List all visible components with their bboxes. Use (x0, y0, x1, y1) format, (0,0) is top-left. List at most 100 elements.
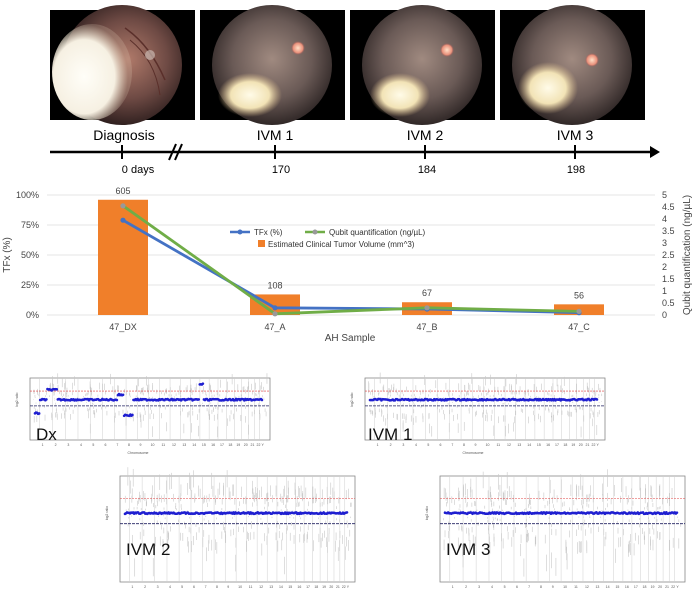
cnv-noise-point (581, 499, 583, 506)
cnv-noise-point (444, 510, 445, 512)
cnv-noise-point (204, 495, 205, 503)
cnv-x-axis-label: Chromosome (462, 451, 483, 455)
cnv-noise-point (492, 516, 494, 519)
cnv-noise-point (561, 410, 563, 415)
cnv-noise-point (422, 415, 424, 423)
chrom-tick-label: 14 (279, 585, 283, 589)
y-tick-label: 25% (21, 280, 39, 290)
cnv-noise-point (645, 488, 647, 499)
cnv-noise-point (458, 508, 460, 511)
cnv-noise-point (277, 521, 278, 525)
cnv-noise-point (148, 384, 150, 391)
chrom-tick-label: 9 (227, 585, 229, 589)
cnv-noise-point (298, 486, 300, 497)
cnv-noise-point (503, 492, 505, 501)
cnv-noise-point (253, 492, 255, 501)
cnv-noise-point (435, 380, 437, 389)
cnv-noise-point (66, 390, 68, 395)
cnv-noise-point (648, 519, 650, 523)
cnv-noise-point (514, 416, 516, 424)
cnv-noise-point (529, 493, 530, 502)
cnv-noise-point (129, 392, 130, 396)
cnv-noise-point (166, 498, 167, 505)
cnv-noise-point (198, 425, 199, 437)
cnv-noise-point (93, 410, 95, 415)
cnv-noise-point (215, 406, 217, 409)
fundus-photo-ivm1 (200, 5, 345, 125)
cnv-noise-point (330, 482, 332, 495)
chrom-tick-label: 12 (507, 443, 511, 447)
cnv-noise-point (191, 391, 193, 396)
cnv-noise-point (508, 423, 509, 434)
cnv-noise-point (128, 516, 130, 519)
cnv-noise-point (277, 540, 279, 552)
cnv-noise-point (445, 382, 447, 390)
cnv-noise-point (143, 392, 144, 396)
cnv-noise-point (281, 539, 283, 551)
cnv-noise-point (320, 537, 322, 548)
cnv-noise-point (66, 395, 67, 398)
cnv-noise-point (470, 401, 472, 403)
cnv-noise-point (161, 524, 162, 530)
cnv-noise-point (478, 403, 480, 405)
chrom-tick-label: 21 (665, 585, 669, 589)
cnv-noise-point (293, 517, 295, 519)
cnv-noise-point (185, 387, 187, 393)
cnv-noise-point (65, 392, 67, 396)
cnv-noise-point (595, 390, 597, 395)
cnv-noise-point (34, 408, 36, 412)
cnv-noise-point (549, 479, 551, 494)
cnv-noise-point (493, 394, 494, 397)
cnv-noise-point (452, 401, 453, 403)
cnv-noise-point (439, 408, 440, 413)
cnv-noise-point (332, 487, 334, 498)
cnv-noise-point (99, 382, 101, 390)
cnv-noise-point (379, 372, 381, 384)
cnv-noise-point (593, 390, 595, 395)
cnv-segment-point (675, 511, 679, 514)
cnv-segment-point (197, 398, 201, 401)
cnv-noise-point (114, 415, 115, 423)
cnv-noise-point (557, 410, 558, 416)
cnv-noise-point (448, 391, 449, 395)
cnv-noise-point (190, 384, 192, 391)
cnv-noise-point (324, 530, 325, 538)
cnv-noise-point (403, 393, 404, 397)
cnv-noise-point (553, 504, 554, 508)
cnv-noise-point (538, 490, 540, 500)
cnv-noise-point (250, 404, 252, 407)
cnv-noise-point (616, 520, 618, 525)
cnv-noise-point (299, 488, 300, 499)
cnv-noise-point (143, 400, 144, 402)
cnv-noise-point (525, 523, 526, 528)
y-tick-label: 50% (21, 250, 39, 260)
cnv-noise-point (149, 413, 151, 420)
cnv-noise-point (114, 412, 116, 418)
cnv-noise-point (603, 528, 605, 536)
cnv-noise-point (484, 396, 485, 398)
cnv-noise-point (482, 471, 484, 489)
cnv-noise-point (403, 403, 404, 405)
cnv-noise-point (206, 495, 208, 503)
cnv-noise-point (91, 387, 93, 393)
cnv-noise-point (444, 413, 445, 420)
cnv-noise-point (318, 517, 319, 520)
cnv-noise-point (328, 527, 330, 534)
cnv-noise-point (211, 396, 213, 398)
cnv-noise-point (669, 493, 670, 502)
cnv-noise-point (655, 511, 657, 512)
cnv-noise-point (652, 502, 654, 507)
cnv-noise-point (463, 484, 464, 496)
cnv-noise-point (530, 499, 531, 506)
cnv-noise-point (647, 508, 649, 511)
cnv-noise-point (89, 381, 91, 389)
cnv-noise-point (581, 485, 583, 497)
cnv-noise-point (383, 384, 385, 391)
cnv-noise-point (512, 390, 514, 395)
cnv-noise-point (660, 518, 662, 521)
cnv-noise-point (567, 411, 569, 417)
cnv-noise-point (34, 396, 36, 398)
cnv-noise-point (375, 412, 376, 418)
cnv-noise-point (37, 391, 38, 395)
cnv-frame (439, 475, 686, 583)
